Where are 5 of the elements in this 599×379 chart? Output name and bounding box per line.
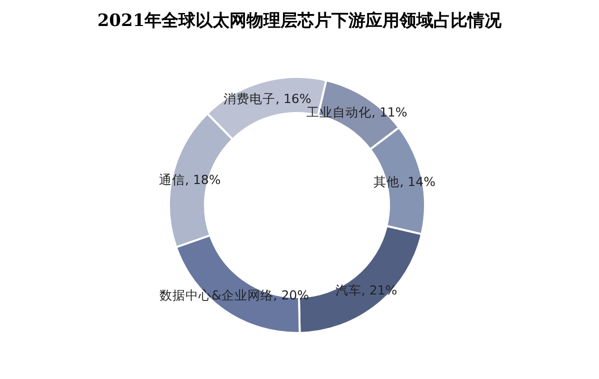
slice-label: 其他, 14% (374, 174, 436, 190)
slice-label: 通信, 18% (159, 172, 221, 187)
slice-label: 消费电子, 16% (224, 91, 312, 106)
slice-label: 工业自动化, 11% (306, 104, 408, 120)
chart-title: 2021年全球以太网物理层芯片下游应用领域占比情况 (97, 11, 503, 31)
